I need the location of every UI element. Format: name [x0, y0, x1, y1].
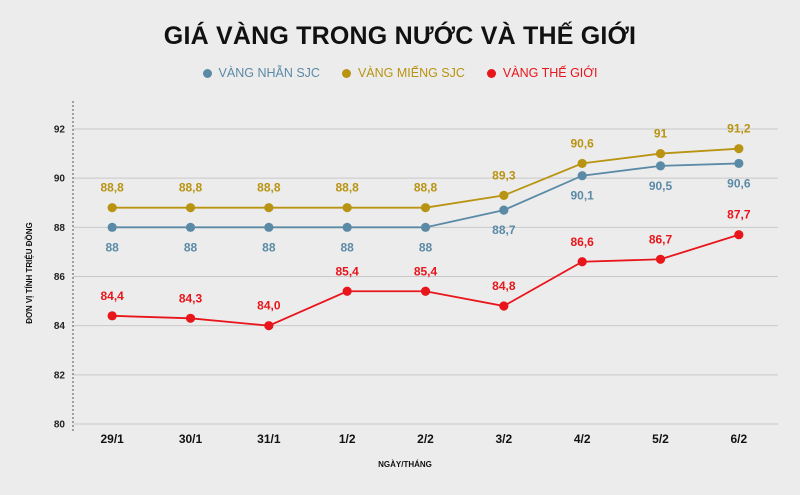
data-point: [185, 222, 196, 232]
data-point: [342, 222, 352, 232]
data-label: 88,8: [257, 181, 281, 195]
y-tick-label: 90: [54, 174, 66, 185]
data-point: [185, 313, 196, 323]
y-tick-label: 82: [54, 370, 66, 381]
data-label: 86,7: [649, 232, 673, 246]
series-line: [112, 162, 739, 229]
data-point: [107, 311, 117, 321]
data-point: [734, 144, 744, 154]
data-label: 87,7: [727, 208, 751, 222]
y-tick-label: 92: [54, 125, 66, 136]
data-label: 91,2: [727, 122, 751, 136]
data-label: 84,0: [257, 299, 281, 313]
data-label: 88,7: [492, 223, 516, 237]
data-label: 90,1: [570, 189, 594, 203]
data-label: 88,8: [414, 181, 438, 195]
data-point: [734, 158, 744, 169]
series: 88 88 88 88 88 88,7 90,1 90,5 90,6 88,8 88,8 88,8 88…: [100, 122, 751, 331]
x-tick-label: 4/2: [574, 432, 591, 446]
data-label: 88,8: [335, 181, 359, 195]
data-point: [655, 254, 666, 264]
data-label: 88,8: [100, 181, 124, 195]
legend-marker-mieng: [341, 68, 351, 78]
legend-item-nhan: VÀNG NHẪN SJC: [202, 66, 320, 80]
data-point: [264, 203, 274, 213]
data-label: 85,4: [335, 264, 359, 278]
data-point: [420, 222, 431, 232]
x-axis-title: NGÀY/THÁNG: [378, 460, 432, 469]
data-label: 86,6: [570, 235, 594, 249]
x-tick-label: 29/1: [100, 432, 124, 446]
data-label: 88,8: [179, 181, 203, 195]
data-point: [655, 161, 666, 171]
data-point: [420, 286, 431, 296]
x-tick-label: 30/1: [179, 432, 203, 446]
x-tick-label: 3/2: [495, 432, 512, 446]
data-point: [577, 257, 587, 267]
data-point: [342, 286, 352, 296]
data-label: 85,4: [414, 264, 438, 278]
x-tick-label: 6/2: [730, 432, 747, 446]
data-point: [420, 203, 431, 213]
legend-item-mieng: VÀNG MIẾNG SJC: [341, 66, 465, 80]
data-point: [107, 222, 117, 232]
y-axis-title: ĐƠN VỊ TÍNH TRIỆU ĐỒNG: [24, 222, 34, 324]
data-point: [264, 222, 274, 232]
y-tick-label: 84: [54, 321, 66, 332]
data-point: [342, 203, 352, 213]
x-tick-label: 2/2: [417, 432, 434, 446]
data-point: [499, 301, 509, 311]
data-label: 88: [262, 240, 276, 254]
y-tick-label: 88: [54, 223, 66, 234]
data-label: 88: [419, 240, 433, 254]
data-label: 91: [654, 127, 668, 141]
x-tick-label: 1/2: [339, 432, 356, 446]
data-point: [107, 203, 117, 213]
legend-label-the-gioi: VÀNG THẾ GIỚI: [502, 66, 598, 80]
data-label: 88: [184, 240, 198, 254]
y-tick-label: 80: [54, 420, 66, 431]
legend: VÀNG NHẪN SJC VÀNG MIẾNG SJC VÀNG THẾ GI…: [0, 66, 800, 80]
data-point: [499, 205, 509, 215]
data-label: 88: [340, 240, 354, 254]
legend-label-nhan: VÀNG NHẪN SJC: [218, 66, 320, 80]
data-label: 89,3: [492, 168, 516, 182]
legend-label-mieng: VÀNG MIẾNG SJC: [357, 66, 465, 80]
data-point: [185, 203, 196, 213]
data-label: 88: [105, 240, 119, 254]
data-label: 84,8: [492, 279, 516, 293]
data-label: 90,6: [727, 176, 751, 190]
chart-title: GIÁ VÀNG TRONG NƯỚC VÀ THẾ GIỚI: [163, 22, 637, 50]
data-point: [734, 230, 744, 240]
data-label: 90,6: [570, 136, 594, 150]
y-tick-label: 86: [54, 272, 66, 283]
data-label: 90,5: [649, 179, 673, 193]
data-point: [577, 171, 587, 181]
legend-marker-the-gioi: [486, 68, 496, 78]
data-point: [655, 148, 666, 159]
legend-marker-nhan: [202, 68, 212, 78]
x-tick-label: 5/2: [652, 432, 669, 446]
data-label: 84,3: [179, 291, 203, 305]
data-point: [577, 158, 587, 169]
axes: 92 90 88 86 84 82 80 29/1 30/1 31/1 1/2 2/2 3/2 4/2 5/…: [54, 101, 747, 446]
data-label: 84,4: [100, 289, 124, 303]
data-point: [499, 190, 509, 200]
x-tick-label: 31/1: [257, 432, 281, 446]
legend-item-the-gioi: VÀNG THẾ GIỚI: [486, 66, 598, 80]
data-point: [264, 321, 274, 331]
